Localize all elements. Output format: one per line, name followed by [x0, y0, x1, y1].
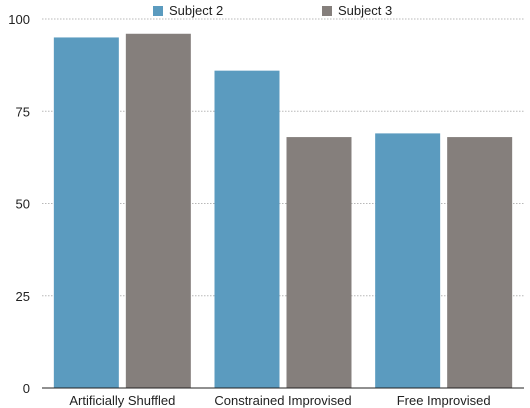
y-tick-label: 100: [8, 12, 30, 27]
bar-subject-3-0: [125, 33, 191, 388]
legend-swatch: [322, 6, 332, 16]
gridlines: [42, 18, 524, 297]
legend-swatch: [153, 6, 163, 16]
bar-subject-2-2: [375, 133, 441, 388]
legend-label: Subject 3: [338, 3, 392, 18]
y-tick-label: 25: [16, 289, 30, 304]
y-tick-label: 0: [23, 381, 30, 396]
y-axis-tick-labels: 0 25 50 75 100: [8, 12, 30, 396]
legend: Subject 2 Subject 3: [153, 3, 392, 18]
x-axis-category-labels: Artificially Shuffled Constrained Improvi…: [69, 393, 490, 408]
y-tick-label: 75: [16, 104, 30, 119]
bar-subject-2-1: [214, 70, 280, 388]
bar-subject-2-0: [53, 37, 119, 388]
x-category-label: Free Improvised: [397, 393, 491, 408]
y-tick-label: 50: [16, 197, 30, 212]
legend-label: Subject 2: [169, 3, 223, 18]
x-category-label: Constrained Improvised: [214, 393, 351, 408]
bar-subject-3-1: [286, 137, 352, 388]
x-category-label: Artificially Shuffled: [69, 393, 175, 408]
bars: [53, 33, 513, 388]
bar-subject-3-2: [447, 137, 513, 388]
